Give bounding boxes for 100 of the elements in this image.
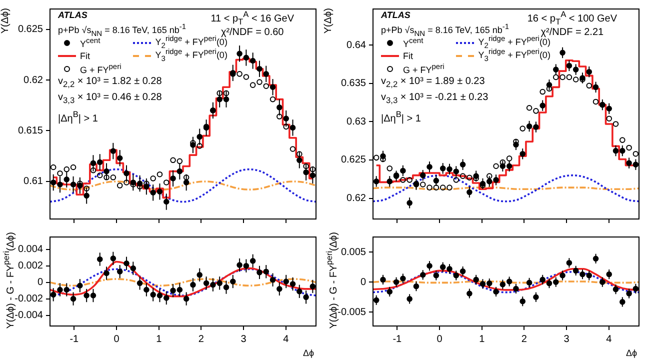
legend-label: Fit bbox=[403, 50, 413, 62]
point bbox=[386, 166, 393, 172]
y-tick-label: 0.62 bbox=[24, 74, 44, 86]
y-tick-label: -0.004 bbox=[14, 310, 44, 322]
point bbox=[283, 124, 290, 130]
line-series bbox=[373, 174, 639, 202]
legend-label: Y$_{3}$$^{ridge}$ + FY$^{peri}$(0) bbox=[155, 47, 228, 63]
point bbox=[223, 90, 230, 96]
annotation: |Δη$^{B}$| > 1 bbox=[381, 108, 422, 126]
point bbox=[290, 146, 296, 152]
line-series bbox=[50, 278, 316, 287]
y-tick-label: 0.005 bbox=[340, 246, 366, 258]
point bbox=[426, 184, 432, 190]
point bbox=[526, 104, 532, 111]
point bbox=[104, 174, 110, 180]
legend-label: Y$_{3}$$^{ridge}$ + FY$^{peri}$(0) bbox=[478, 47, 550, 63]
x-tick-label: 0 bbox=[114, 334, 120, 345]
point bbox=[183, 174, 190, 180]
x-tick-label: 1 bbox=[479, 334, 486, 345]
point bbox=[196, 143, 203, 149]
point bbox=[90, 167, 96, 174]
x-tick-label: 3 bbox=[564, 334, 570, 345]
y-axis-title: Y(Δϕ) bbox=[323, 8, 335, 34]
point bbox=[156, 171, 163, 178]
point bbox=[566, 74, 572, 80]
line-series bbox=[50, 168, 316, 203]
point bbox=[163, 180, 170, 186]
point bbox=[50, 164, 56, 170]
y-tick-label: 0.63 bbox=[346, 116, 366, 128]
point bbox=[236, 71, 242, 77]
point bbox=[373, 154, 380, 161]
point bbox=[433, 184, 440, 190]
point bbox=[592, 98, 599, 105]
point bbox=[552, 74, 559, 80]
point bbox=[632, 150, 639, 157]
y-tick-label: 0.61 bbox=[24, 176, 44, 188]
y-tick-label: 0.635 bbox=[340, 78, 366, 90]
annotation: v$_{3,3}$ × 10³ = 0.46 ± 0.28 bbox=[58, 92, 162, 106]
point bbox=[453, 177, 460, 183]
point bbox=[606, 116, 612, 122]
point bbox=[572, 76, 579, 82]
legend-label: G + FY$^{peri}$ bbox=[80, 61, 122, 76]
point bbox=[626, 144, 632, 151]
x-tick-label: 1 bbox=[156, 334, 162, 345]
point bbox=[116, 182, 123, 188]
point bbox=[170, 157, 176, 164]
legend-label: Y$^{cent}$ bbox=[403, 36, 424, 49]
x-tick-label: 2 bbox=[521, 334, 528, 345]
point bbox=[176, 158, 183, 164]
point bbox=[110, 174, 116, 180]
point bbox=[256, 79, 262, 85]
point bbox=[216, 90, 222, 96]
x-tick-label: 3 bbox=[240, 334, 247, 345]
point bbox=[466, 174, 472, 181]
point bbox=[520, 126, 526, 132]
annotation: ATLAS bbox=[58, 9, 88, 21]
point bbox=[560, 74, 566, 80]
x-tick-label: 0 bbox=[436, 334, 443, 345]
y-tick-label: 0 bbox=[37, 277, 44, 288]
x-tick-label: 4 bbox=[283, 334, 290, 345]
y-tick-label: 0.625 bbox=[18, 24, 44, 36]
x-tick-label: -1 bbox=[392, 334, 402, 345]
point bbox=[506, 156, 512, 162]
y-tick-label: 0.625 bbox=[340, 154, 366, 166]
point bbox=[96, 172, 103, 178]
point bbox=[70, 164, 76, 170]
point bbox=[310, 166, 316, 172]
point bbox=[250, 82, 256, 88]
point bbox=[263, 83, 270, 89]
y-tick-label: -0.005 bbox=[338, 306, 366, 318]
x-axis-title: Δϕ bbox=[626, 347, 637, 359]
point bbox=[446, 184, 452, 190]
point bbox=[420, 182, 426, 188]
point bbox=[84, 186, 90, 192]
legend-label: G + FY$^{peri}$ bbox=[403, 61, 444, 76]
annotation: v$_{3,3}$ × 10³ = -0.21 ± 0.23 bbox=[381, 92, 488, 106]
y-tick-label: 0.004 bbox=[18, 244, 44, 256]
y-tick-label: -0.002 bbox=[14, 294, 44, 305]
x-tick-label: 4 bbox=[606, 334, 612, 345]
annotation: v$_{2,2}$ × 10³ = 1.82 ± 0.28 bbox=[58, 76, 162, 90]
annotation: 11 < p$_{T}$$^{A}$ < 16 GeV bbox=[210, 8, 294, 28]
x-axis-title: Δϕ bbox=[302, 347, 314, 359]
x-tick-label: -1 bbox=[70, 334, 80, 345]
point bbox=[493, 163, 499, 170]
point bbox=[540, 88, 546, 95]
point bbox=[406, 177, 412, 183]
point bbox=[243, 74, 250, 80]
point bbox=[124, 180, 130, 186]
point bbox=[612, 121, 619, 127]
annotation: ATLAS bbox=[381, 9, 412, 21]
point bbox=[586, 82, 592, 89]
point bbox=[57, 170, 63, 176]
y-tick-label: 0.62 bbox=[346, 193, 366, 204]
y-tick-label: 0 bbox=[360, 276, 366, 288]
point bbox=[296, 151, 302, 157]
annotation: 16 < p$_{T}$$^{A}$ < 100 GeV bbox=[527, 8, 617, 28]
point bbox=[486, 173, 492, 179]
point bbox=[620, 137, 626, 143]
y-tick-label: 0.615 bbox=[18, 125, 44, 136]
point bbox=[64, 166, 70, 172]
